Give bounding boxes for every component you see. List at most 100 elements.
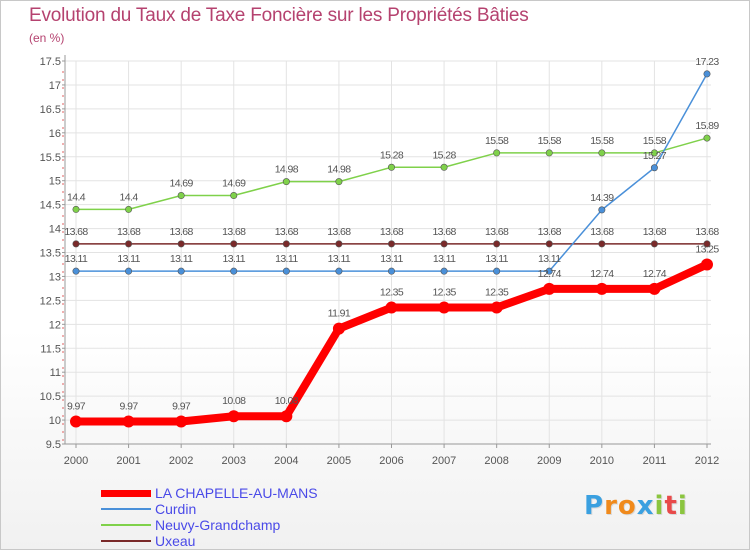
data-label: 13.11 bbox=[433, 253, 456, 265]
data-point bbox=[703, 134, 711, 142]
data-point bbox=[650, 240, 658, 248]
legend-label: Neuvy-Grandchamp bbox=[155, 517, 281, 533]
data-point bbox=[387, 163, 395, 171]
y-tick-label: 13 bbox=[49, 271, 61, 283]
y-tick-label: 15.5 bbox=[40, 152, 61, 164]
data-label: 12.74 bbox=[590, 268, 614, 280]
data-label: 13.11 bbox=[538, 253, 561, 265]
data-label: 12.35 bbox=[380, 287, 404, 299]
y-tick-label: 10 bbox=[49, 415, 61, 427]
x-tick-label: 2011 bbox=[643, 455, 667, 467]
data-label: 13.68 bbox=[432, 226, 456, 238]
legend-label: LA CHAPELLE-AU-MANS bbox=[155, 485, 318, 501]
data-label: 14.98 bbox=[327, 164, 351, 176]
data-label: 13.68 bbox=[590, 226, 614, 238]
y-tick-label: 14 bbox=[49, 224, 61, 236]
logo-letter: t bbox=[664, 491, 678, 521]
y-tick-label: 11 bbox=[50, 367, 61, 379]
data-point bbox=[493, 240, 501, 248]
data-point bbox=[282, 178, 290, 186]
y-tick-label: 12.5 bbox=[40, 295, 61, 307]
legend-swatch bbox=[101, 508, 151, 510]
data-label: 12.74 bbox=[538, 268, 562, 280]
data-label: 9.97 bbox=[120, 400, 139, 412]
logo-letter: x bbox=[636, 491, 655, 521]
y-tick-label: 11.5 bbox=[40, 343, 61, 355]
x-tick-label: 2004 bbox=[274, 455, 298, 467]
unit-label: (en %) bbox=[29, 31, 65, 45]
data-label: 13.68 bbox=[170, 226, 194, 238]
data-label: 13.68 bbox=[327, 226, 351, 238]
x-tick-label: 2010 bbox=[590, 455, 614, 467]
x-tick-label: 2001 bbox=[116, 455, 140, 467]
data-point bbox=[280, 410, 293, 423]
data-point bbox=[387, 240, 395, 248]
data-point bbox=[335, 240, 343, 248]
data-label: 15.58 bbox=[590, 135, 614, 147]
data-point bbox=[72, 240, 80, 248]
data-point bbox=[490, 301, 503, 314]
data-point bbox=[227, 410, 240, 423]
data-label: 13.11 bbox=[170, 253, 193, 265]
y-tick-label: 14.5 bbox=[40, 200, 61, 212]
legend-label: Curdin bbox=[155, 501, 197, 517]
data-point bbox=[230, 240, 238, 248]
data-point bbox=[282, 240, 290, 248]
axes: 9.51010.51111.51212.51313.51414.51515.51… bbox=[40, 55, 719, 467]
data-point bbox=[701, 258, 713, 271]
x-tick-label: 2006 bbox=[379, 455, 403, 467]
x-tick-label: 2008 bbox=[484, 455, 508, 467]
data-label: 13.25 bbox=[695, 243, 719, 255]
data-label: 13.11 bbox=[65, 253, 88, 265]
data-label: 13.11 bbox=[223, 253, 246, 265]
data-label: 9.97 bbox=[172, 400, 191, 412]
logo-letter: P bbox=[584, 491, 605, 521]
data-label: 10.08 bbox=[275, 395, 299, 407]
data-label: 13.11 bbox=[380, 253, 403, 265]
data-label: 12.74 bbox=[643, 268, 667, 280]
data-point bbox=[125, 240, 133, 248]
logo-letter: o bbox=[617, 491, 637, 521]
grid bbox=[65, 60, 711, 445]
data-point bbox=[598, 149, 606, 157]
data-point bbox=[650, 164, 658, 172]
data-point bbox=[598, 240, 606, 248]
data-label: 17.23 bbox=[695, 56, 719, 68]
data-point bbox=[122, 415, 135, 428]
y-tick-label: 15 bbox=[49, 176, 61, 188]
data-point bbox=[493, 267, 501, 275]
legend-swatch bbox=[101, 524, 151, 526]
legend-swatch bbox=[101, 490, 151, 497]
data-point bbox=[177, 192, 185, 200]
data-label: 13.68 bbox=[222, 226, 246, 238]
data-point bbox=[175, 415, 188, 428]
data-label: 15.28 bbox=[432, 149, 456, 161]
y-tick-label: 17 bbox=[49, 80, 61, 92]
data-point bbox=[703, 240, 711, 248]
data-label: 13.11 bbox=[328, 253, 351, 265]
data-label: 13.11 bbox=[117, 253, 140, 265]
x-tick-label: 2003 bbox=[222, 455, 246, 467]
data-label: 15.58 bbox=[485, 135, 509, 147]
legend-swatch bbox=[101, 540, 151, 542]
data-label: 9.97 bbox=[67, 400, 86, 412]
data-point bbox=[440, 267, 448, 275]
data-point bbox=[543, 282, 556, 295]
x-tick-label: 2012 bbox=[695, 455, 719, 467]
data-label: 13.68 bbox=[643, 226, 667, 238]
y-tick-label: 9.5 bbox=[46, 439, 61, 451]
data-label: 14.69 bbox=[170, 178, 194, 190]
logo-letter: r bbox=[604, 491, 618, 521]
data-label: 13.68 bbox=[485, 226, 509, 238]
data-label: 11.91 bbox=[328, 308, 351, 320]
proxiti-logo: Proxiti bbox=[584, 491, 688, 521]
y-tick-label: 12 bbox=[49, 319, 61, 331]
data-point bbox=[177, 240, 185, 248]
data-label: 14.39 bbox=[590, 192, 614, 204]
data-point bbox=[230, 192, 238, 200]
data-point bbox=[72, 205, 80, 213]
y-tick-label: 10.5 bbox=[40, 391, 61, 403]
data-label: 10.08 bbox=[222, 395, 246, 407]
